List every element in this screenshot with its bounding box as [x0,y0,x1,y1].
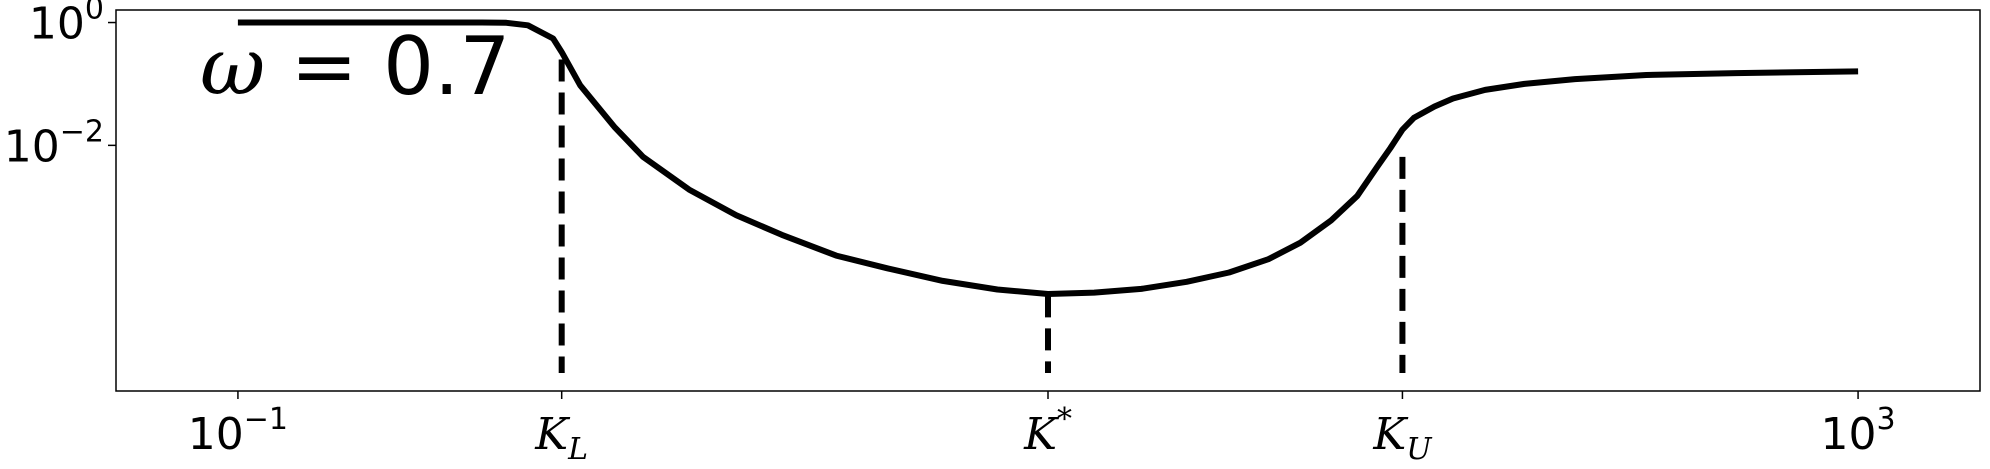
marks-layer [237,19,1859,373]
x-marker-tick-label: K* [1023,402,1072,460]
x-marker-tick-label: KL [534,409,588,467]
x-tick-label: 10−1 [188,402,288,460]
y-tick-label: 10−2 [4,114,104,172]
series-line-0 [237,19,1859,297]
omega-annotation: ω = 0.7 [200,20,510,113]
annotation: ω = 0.7 [200,20,510,113]
y-tick-label: 100 [29,0,104,50]
ticks-layer: 10−1 103 KL K* KU 100 10−2 [4,0,1896,467]
x-tick-label: 103 [1821,402,1896,460]
x-marker-tick-label: KU [1372,409,1433,467]
